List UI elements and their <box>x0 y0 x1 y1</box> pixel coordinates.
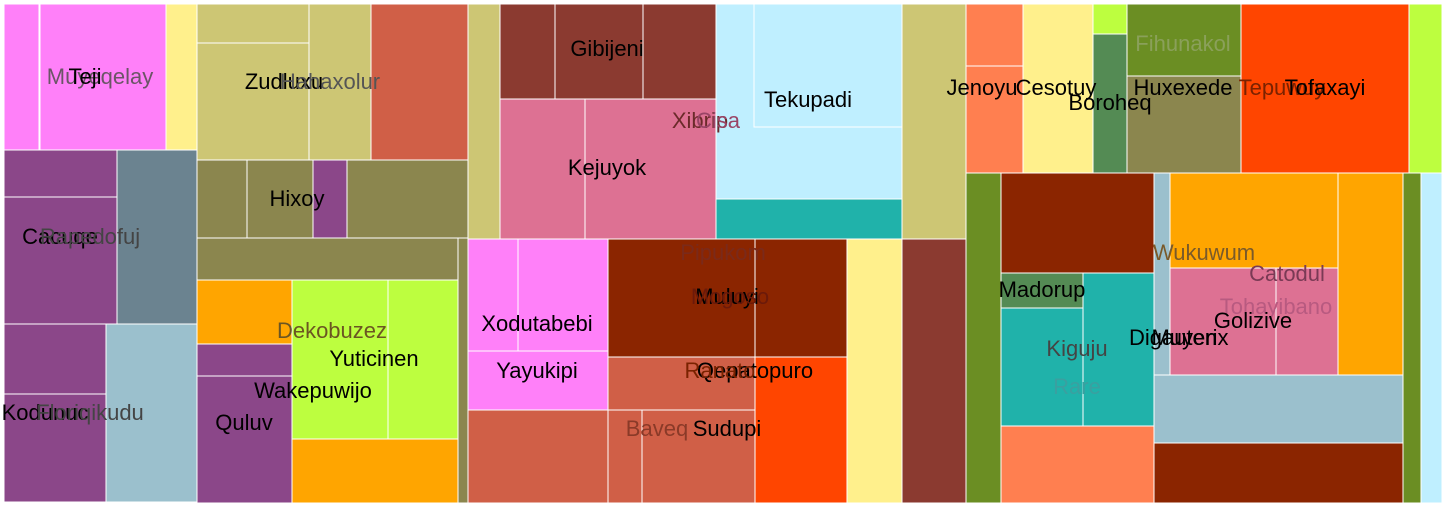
treemap-label: Tohayibano <box>1220 294 1333 319</box>
treemap-tile <box>1420 172 1443 504</box>
treemap-tile <box>1000 172 1155 274</box>
treemap-tile <box>1153 442 1404 504</box>
treemap-label: Cacuqe <box>22 224 98 249</box>
treemap-label: Golizive <box>1214 308 1292 333</box>
treemap-tile <box>554 3 644 100</box>
treemap-tile <box>1408 3 1443 174</box>
treemap-label: Zudluxu <box>245 69 323 94</box>
treemap-tile <box>753 3 903 128</box>
treemap-tile <box>1169 267 1277 376</box>
treemap-tile <box>517 238 609 352</box>
treemap-label: Wukuwum <box>1153 240 1255 265</box>
treemap-label: Boroheq <box>1068 90 1151 115</box>
treemap-tile <box>1082 272 1155 427</box>
treemap-tile <box>901 3 967 240</box>
treemap-label: Fihunakol <box>1135 31 1230 56</box>
treemap-label: Rapedofuj <box>40 224 140 249</box>
treemap-tile <box>1169 172 1339 269</box>
treemap-label: Jenoyu <box>947 75 1018 100</box>
treemap-tile <box>196 375 293 504</box>
treemap-label: Wakepuwijo <box>254 378 372 403</box>
treemap-tile <box>1402 172 1422 504</box>
treemap-label: Xibrip <box>672 108 728 133</box>
treemap-label: Sudupi <box>693 416 762 441</box>
treemap-label: Muluyi <box>695 284 759 309</box>
treemap-label: Muyeqelay <box>47 64 153 89</box>
treemap-tile <box>846 238 903 504</box>
treemap-tile <box>584 98 717 240</box>
treemap-tile <box>196 42 310 161</box>
treemap-tile <box>196 159 248 239</box>
treemap-tile <box>467 3 501 240</box>
treemap-tile <box>754 356 848 504</box>
treemap-tile <box>1000 272 1084 309</box>
treemap-label: Xodutabebi <box>481 311 592 336</box>
treemap-label: Madorup <box>999 277 1086 302</box>
treemap-tile <box>467 409 609 504</box>
treemap-label: Yuticinen <box>329 346 418 371</box>
treemap-label: Digauten <box>1129 325 1217 350</box>
treemap-label: Tekupadi <box>764 87 852 112</box>
treemap-label: Hahaxolur <box>280 69 380 94</box>
treemap-tile <box>1275 267 1339 376</box>
treemap-label: Mogoso <box>691 284 769 309</box>
treemap-tile <box>1022 3 1094 174</box>
treemap-tile <box>312 159 348 239</box>
treemap-tile <box>196 279 293 345</box>
treemap-label: Cesotuy <box>1016 75 1097 100</box>
treemap-tile <box>1153 374 1404 444</box>
treemap-label: Kejuyok <box>568 155 647 180</box>
treemap-tile <box>965 172 1002 504</box>
treemap-tile <box>1126 75 1242 174</box>
treemap-tile <box>291 438 459 504</box>
treemap-tile <box>965 3 1024 67</box>
treemap-tile <box>387 279 459 440</box>
treemap-label: Muyerix <box>1151 325 1228 350</box>
treemap-tile <box>1337 172 1404 376</box>
treemap-tile <box>715 198 903 240</box>
treemap-label: Catodul <box>1249 261 1325 286</box>
treemap-label: Ranato <box>685 358 756 383</box>
treemap-tile <box>39 3 167 151</box>
treemap-tile <box>457 237 469 504</box>
treemap-tile <box>3 3 40 151</box>
treemap-tile <box>1000 307 1084 427</box>
treemap-tile <box>1126 3 1242 77</box>
treemap-label: Floriqikudu <box>36 400 144 425</box>
treemap-tile <box>116 149 198 325</box>
treemap-label: Hixoy <box>269 186 324 211</box>
treemap-tile <box>370 3 469 161</box>
treemap-tile <box>1240 3 1410 174</box>
treemap-tile <box>3 393 107 503</box>
treemap-label: Tofaxayi <box>1285 75 1366 100</box>
treemap-label: Pipukom <box>680 240 766 265</box>
treemap-tile <box>641 409 756 504</box>
treemap-tile <box>1000 425 1155 504</box>
treemap-label: Rare <box>1053 374 1101 399</box>
treemap-tile <box>901 238 967 504</box>
treemap-label: Kodunuc <box>2 400 89 425</box>
treemap-label: Dekobuzez <box>277 318 387 343</box>
treemap-tile <box>1092 3 1128 35</box>
treemap-label: Huxexede <box>1133 75 1232 100</box>
treemap-tiles <box>3 3 1443 504</box>
treemap-label: Kiguju <box>1046 336 1107 361</box>
treemap-tile <box>196 343 293 377</box>
treemap-tile <box>105 323 198 503</box>
treemap-label: Teji <box>68 64 101 89</box>
treemap-label: Quluv <box>215 410 272 435</box>
treemap-tile <box>754 238 848 358</box>
treemap-label: Cisa <box>696 108 741 133</box>
treemap-tile <box>1092 33 1128 174</box>
treemap-label: Tepuwuy <box>1239 75 1326 100</box>
treemap-tile <box>165 3 198 151</box>
treemap-tile <box>196 237 459 281</box>
treemap-label: Baveq <box>626 416 688 441</box>
treemap-label: Yayukipi <box>496 358 578 383</box>
treemap-label: Qepatopuro <box>697 358 813 383</box>
treemap-tile <box>3 196 118 325</box>
treemap-label: Gibijeni <box>570 36 643 61</box>
